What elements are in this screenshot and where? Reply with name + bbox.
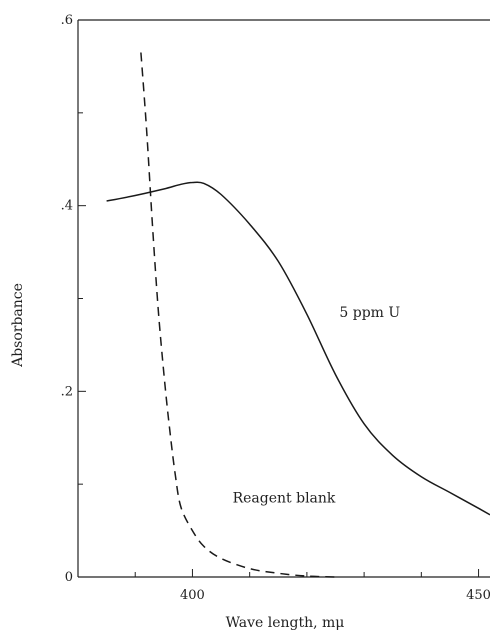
y-tick-label: .6: [61, 13, 73, 28]
labels: Wave length, mμ Absorbance 5 ppm U Reage…: [10, 283, 400, 631]
x-axis-title: Wave length, mμ: [226, 615, 345, 631]
y-tick-label: .2: [61, 384, 73, 399]
annotation-reagent-blank: Reagent blank: [233, 491, 336, 507]
x-tick-label: 400: [180, 588, 205, 603]
x-tick-label: 450: [466, 588, 490, 603]
ticks: 0 .2 .4 .6 400 450: [61, 13, 490, 603]
y-axis-title: Absorbance: [10, 283, 26, 368]
y-tick-label: 0: [65, 570, 73, 585]
annotation-5ppm-u: 5 ppm U: [339, 305, 400, 321]
y-tick-label: .4: [61, 199, 73, 214]
series-group: [106, 52, 490, 578]
series-line-reagent-blank: [140, 52, 336, 578]
series-line-5ppm-u: [106, 181, 490, 516]
